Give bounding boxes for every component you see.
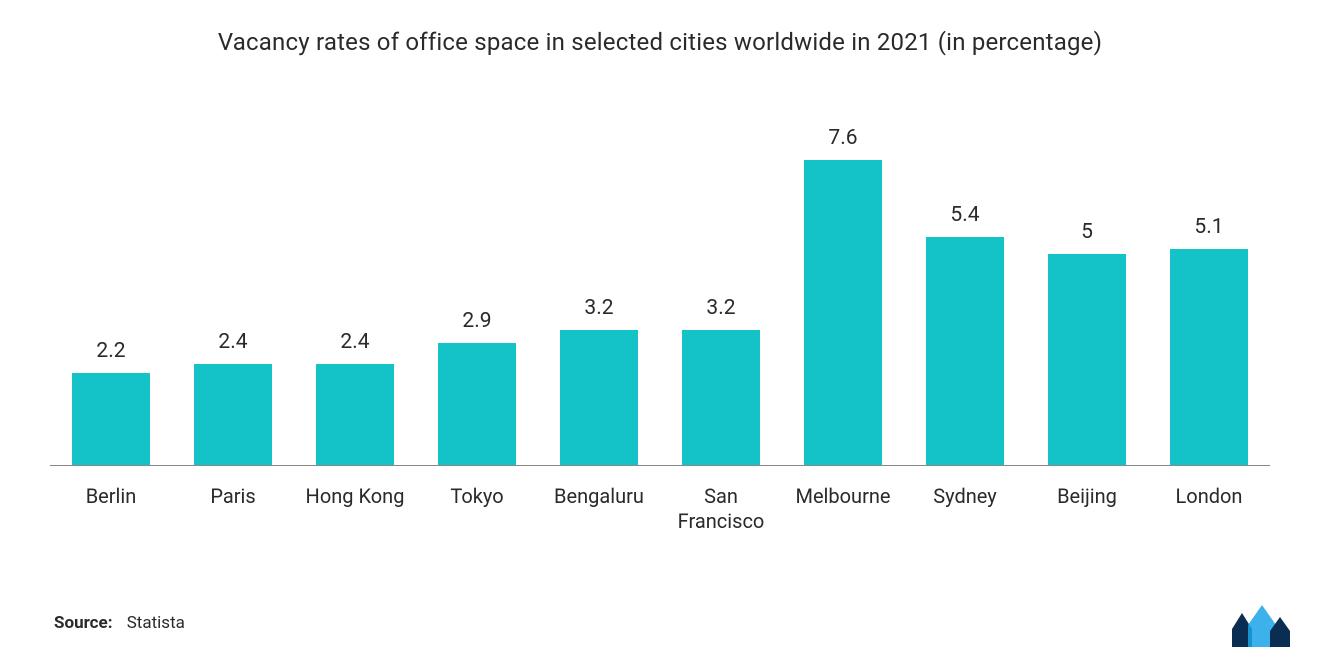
x-axis-label: Sydney — [904, 474, 1026, 536]
bar-slot: 2.4 — [294, 126, 416, 466]
bar-value-label: 3.2 — [584, 296, 613, 320]
bar-slot: 7.6 — [782, 126, 904, 466]
bar — [72, 373, 150, 467]
bar-value-label: 2.4 — [340, 330, 369, 354]
source-value: Statista — [127, 613, 185, 633]
chart-title: Vacancy rates of office space in selecte… — [50, 28, 1270, 56]
x-axis-label: San Francisco — [660, 474, 782, 536]
x-axis-labels: BerlinParisHong KongTokyoBengaluruSan Fr… — [50, 474, 1270, 536]
bar-value-label: 2.4 — [218, 330, 247, 354]
bar-slot: 2.9 — [416, 126, 538, 466]
bar-value-label: 2.9 — [462, 309, 491, 333]
x-axis-label: Bengaluru — [538, 474, 660, 536]
bar-slot: 3.2 — [660, 126, 782, 466]
x-axis-label: Tokyo — [416, 474, 538, 536]
x-axis-label: Berlin — [50, 474, 172, 536]
bar-slot: 5.1 — [1148, 126, 1270, 466]
bar-value-label: 5 — [1081, 220, 1093, 244]
bar-value-label: 3.2 — [706, 296, 735, 320]
bar-value-label: 5.4 — [950, 203, 979, 227]
bar-slot: 5.4 — [904, 126, 1026, 466]
bar-slot: 2.4 — [172, 126, 294, 466]
bar — [682, 330, 760, 466]
bar-slot: 3.2 — [538, 126, 660, 466]
bar — [804, 160, 882, 466]
bar — [316, 364, 394, 466]
bar-slot: 5 — [1026, 126, 1148, 466]
bar-value-label: 2.2 — [96, 339, 125, 363]
bar-value-label: 5.1 — [1194, 215, 1223, 239]
bar-slot: 2.2 — [50, 126, 172, 466]
bar — [560, 330, 638, 466]
bars-container: 2.2 2.4 2.4 2.9 3.2 3.2 7.6 5.4 5 5.1 — [50, 126, 1270, 466]
bar — [194, 364, 272, 466]
bar — [1048, 254, 1126, 467]
x-axis-label: Hong Kong — [294, 474, 416, 536]
brand-logo-icon — [1232, 605, 1290, 647]
x-axis-label: Melbourne — [782, 474, 904, 536]
chart-plot-area: 2.2 2.4 2.4 2.9 3.2 3.2 7.6 5.4 5 5.1 BerlinParis… — [50, 116, 1270, 536]
bar — [438, 343, 516, 466]
x-axis-label: London — [1148, 474, 1270, 536]
x-axis-line — [50, 465, 1270, 466]
bar-value-label: 7.6 — [828, 126, 857, 150]
bar — [926, 237, 1004, 467]
source-label: Source: — [54, 613, 112, 633]
bar — [1170, 249, 1248, 466]
x-axis-label: Paris — [172, 474, 294, 536]
source-attribution: Source: Statista — [54, 613, 185, 633]
x-axis-label: Beijing — [1026, 474, 1148, 536]
